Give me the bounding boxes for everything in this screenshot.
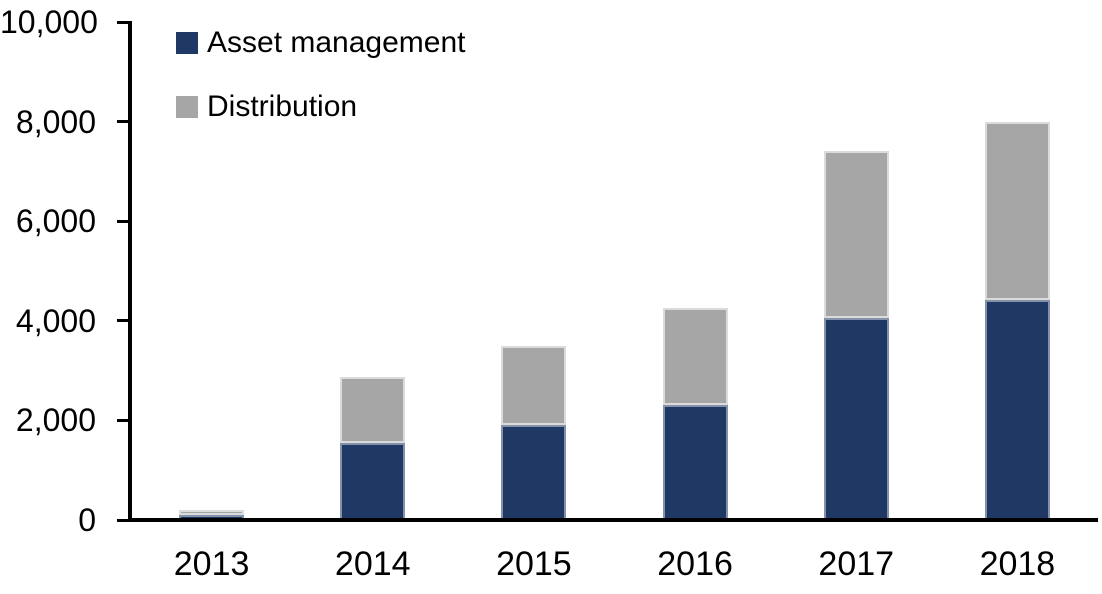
x-axis-line xyxy=(128,518,1098,522)
y-axis-tick-2000 xyxy=(117,418,132,422)
y-axis-tick-8000 xyxy=(117,120,132,124)
x-axis-label-2018: 2018 xyxy=(979,545,1056,583)
legend-swatch-asset-management-icon xyxy=(176,32,198,54)
y-axis-label-8000: 8,000 xyxy=(15,103,96,140)
bar-segment-asset-management-2018 xyxy=(984,299,1050,520)
legend-label-distribution: Distribution xyxy=(207,90,358,123)
y-axis-label-10000: 10,000 xyxy=(0,4,98,40)
bar-segment-asset-management-2013 xyxy=(179,514,245,520)
bar-segment-distribution-2017 xyxy=(823,151,889,319)
x-axis-label-2015: 2015 xyxy=(496,545,572,583)
x-axis-label-2013: 2013 xyxy=(173,545,250,583)
bar-segment-asset-management-2017 xyxy=(823,318,889,520)
y-axis-tick-4000 xyxy=(117,319,132,323)
legend-item-distribution: Distribution xyxy=(176,90,465,124)
bar-segment-distribution-2014 xyxy=(340,376,406,443)
y-axis-tick-0 xyxy=(117,518,132,522)
y-axis-line xyxy=(128,21,132,521)
bar-segment-distribution-2015 xyxy=(501,345,567,426)
x-axis-label-2016: 2016 xyxy=(657,545,733,583)
bar-segment-asset-management-2015 xyxy=(501,425,567,520)
bar-segment-asset-management-2016 xyxy=(662,404,728,520)
bar-segment-distribution-2016 xyxy=(662,307,728,405)
y-axis-tick-6000 xyxy=(117,219,132,223)
y-axis-label-2000: 2,000 xyxy=(15,402,96,439)
y-axis-label-6000: 6,000 xyxy=(15,203,96,240)
legend: Asset management Distribution xyxy=(176,26,465,154)
bar-segment-asset-management-2014 xyxy=(340,442,406,520)
legend-item-asset-management: Asset management xyxy=(176,26,465,60)
y-axis-label-0: 0 xyxy=(78,502,96,538)
y-axis-tick-10000 xyxy=(117,20,132,24)
y-axis-label-4000: 4,000 xyxy=(15,302,96,339)
x-axis-label-2014: 2014 xyxy=(334,545,411,583)
x-axis-label-2017: 2017 xyxy=(818,545,895,583)
legend-label-asset-management: Asset management xyxy=(207,26,466,59)
bar-segment-distribution-2013 xyxy=(179,510,245,515)
legend-swatch-distribution-icon xyxy=(176,96,198,118)
bar-segment-distribution-2018 xyxy=(984,121,1050,300)
